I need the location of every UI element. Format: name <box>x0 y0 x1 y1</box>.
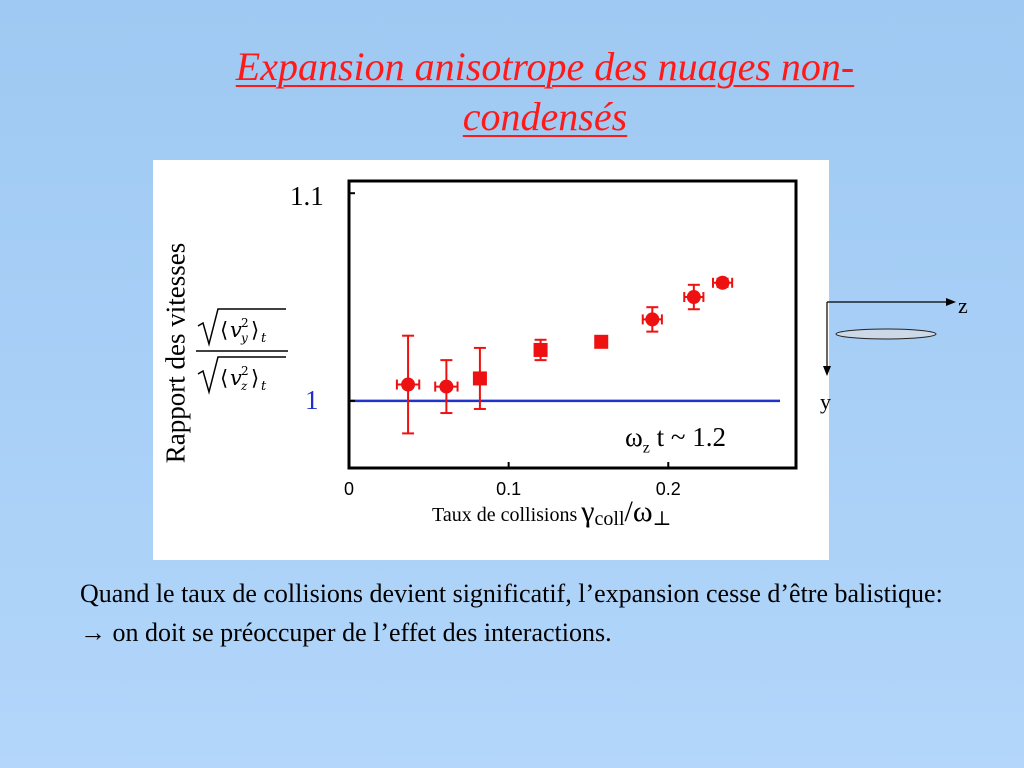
x-axis-label-perp: ⊥ <box>652 508 672 531</box>
chart-annotation: ωz t ~ 1.2 <box>625 422 726 457</box>
svg-text:⟩: ⟩ <box>251 318 259 342</box>
svg-text:v: v <box>230 366 242 390</box>
cloud-ellipse <box>835 328 937 340</box>
title-line-2: condensés <box>462 94 628 139</box>
svg-text:v: v <box>230 318 242 342</box>
annotation-omega: ω <box>625 422 643 452</box>
x-axis-label-prefix: Taux de collisions <box>432 504 578 526</box>
slide-title: Expansion anisotrope des nuages non-cond… <box>150 42 940 142</box>
figure-panel <box>153 160 829 560</box>
svg-text:t: t <box>261 331 267 346</box>
y-axis-label-diagram: y <box>820 389 831 414</box>
svg-text:⟨: ⟨ <box>220 366 228 390</box>
x-tick-label: 0 <box>344 479 354 499</box>
y-arrow-head <box>823 366 831 376</box>
data-point <box>645 312 660 327</box>
svg-text:⟩: ⟩ <box>251 366 259 390</box>
data-point <box>439 379 454 394</box>
body-text: Quand le taux de collisions devient sign… <box>80 574 1000 652</box>
svg-text:t: t <box>261 379 267 394</box>
y-axis-label-text: Rapport des vitesses <box>160 242 191 464</box>
x-axis-label-sub: coll <box>594 508 625 531</box>
svg-text:y: y <box>240 331 248 345</box>
data-point <box>401 377 416 392</box>
body-conclusion-text: on doit se préoccuper de l’effet des int… <box>106 618 612 647</box>
x-tick-label: 0.2 <box>656 479 681 499</box>
data-point <box>686 290 701 305</box>
svg-text:2: 2 <box>241 316 249 330</box>
x-tick-label: 0.1 <box>496 479 521 499</box>
plot-frame <box>347 179 798 470</box>
svg-text:⟨: ⟨ <box>220 318 228 342</box>
data-point <box>715 275 730 290</box>
x-axis-label-omega: /ω <box>624 495 653 528</box>
data-point <box>533 342 548 357</box>
body-paragraph: Quand le taux de collisions devient sign… <box>80 579 943 608</box>
x-axis-label: Taux de collisions γcoll/ω⊥ <box>432 495 671 531</box>
annotation-text: t ~ 1.2 <box>649 422 726 452</box>
axes-diagram <box>823 298 956 376</box>
y-tick-label-reference: 1 <box>305 385 319 415</box>
arrow-icon: → <box>80 618 106 647</box>
annotation-subscript: z <box>642 439 650 457</box>
velocity-ratio-formula: ⟨ v 2 y ⟩ t ⟨ v 2 z ⟩ t <box>196 308 288 395</box>
svg-text:2: 2 <box>241 364 249 378</box>
x-axis-label-gamma: γ <box>581 495 595 528</box>
z-arrow-head <box>946 298 956 306</box>
body-conclusion: → on doit se préoccuper de l’effet des i… <box>80 613 1000 652</box>
data-point <box>472 371 487 386</box>
z-axis-label: z <box>958 293 968 318</box>
data-point <box>594 334 609 349</box>
title-line-1: Expansion anisotrope des nuages non- <box>235 44 855 89</box>
svg-text:z: z <box>240 379 248 393</box>
y-axis-label: Rapport des vitesses <box>158 208 194 498</box>
y-tick-label-top: 1.1 <box>290 181 324 211</box>
